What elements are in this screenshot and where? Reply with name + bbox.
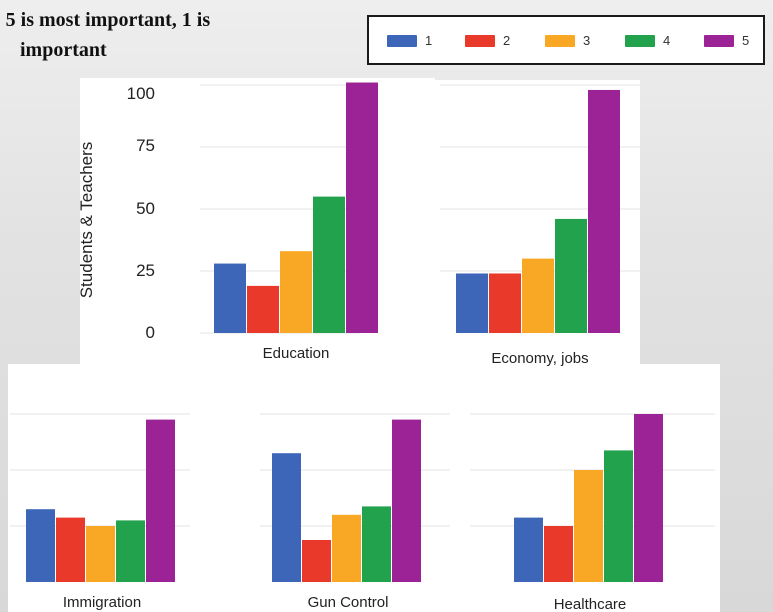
bar-economy-jobs-4	[555, 218, 587, 333]
legend-label-5: 5	[742, 33, 750, 48]
bar-immigration-4	[116, 520, 145, 582]
legend: 1 2 3 4 5	[367, 15, 765, 65]
legend-swatch-1	[387, 35, 417, 47]
legend-swatch-3	[545, 35, 575, 47]
bar-education-1	[214, 263, 246, 333]
bar-education-5	[346, 82, 378, 334]
heading-line-1: : 5 is most important, 1 is	[0, 9, 211, 31]
category-label-gun-control: Gun Control	[308, 594, 389, 611]
bar-economy-jobs-1	[456, 273, 488, 333]
bar-economy-jobs-3	[522, 258, 554, 333]
y-tick-0: 0	[145, 323, 155, 342]
bar-healthcare-4	[604, 450, 633, 582]
category-label-immigration: Immigration	[63, 594, 141, 611]
bar-gun-control-2	[302, 540, 331, 582]
heading-line-2: important	[20, 39, 107, 61]
y-tick-25: 25	[136, 261, 155, 280]
bar-education-2	[247, 285, 279, 333]
legend-swatch-4	[625, 35, 655, 47]
y-tick-100: 100	[126, 84, 155, 103]
bar-immigration-3	[86, 526, 115, 582]
bar-healthcare-5	[634, 414, 663, 582]
category-label-economy-jobs: Economy, jobs	[491, 350, 588, 367]
legend-swatch-5	[704, 35, 734, 47]
bar-immigration-2	[56, 517, 85, 582]
bar-healthcare-1	[514, 517, 543, 582]
bar-education-4	[313, 196, 345, 333]
bar-economy-jobs-2	[489, 273, 521, 333]
y-tick-75: 75	[136, 136, 155, 155]
bar-healthcare-2	[544, 526, 573, 582]
bar-gun-control-4	[362, 506, 391, 582]
bar-gun-control-1	[272, 453, 301, 582]
category-label-education: Education	[263, 345, 330, 362]
bar-immigration-5	[146, 419, 175, 582]
bar-education-3	[280, 251, 312, 333]
legend-label-2: 2	[503, 33, 511, 48]
bar-healthcare-3	[574, 470, 603, 582]
legend-label-3: 3	[583, 33, 591, 48]
category-label-healthcare: Healthcare	[554, 596, 627, 612]
bar-gun-control-5	[392, 419, 421, 582]
legend-label-1: 1	[425, 33, 433, 48]
y-tick-50: 50	[136, 199, 155, 218]
bar-immigration-1	[26, 509, 55, 582]
bar-economy-jobs-5	[588, 89, 620, 334]
bar-gun-control-3	[332, 514, 361, 582]
legend-swatch-2	[465, 35, 495, 47]
legend-label-4: 4	[663, 33, 671, 48]
